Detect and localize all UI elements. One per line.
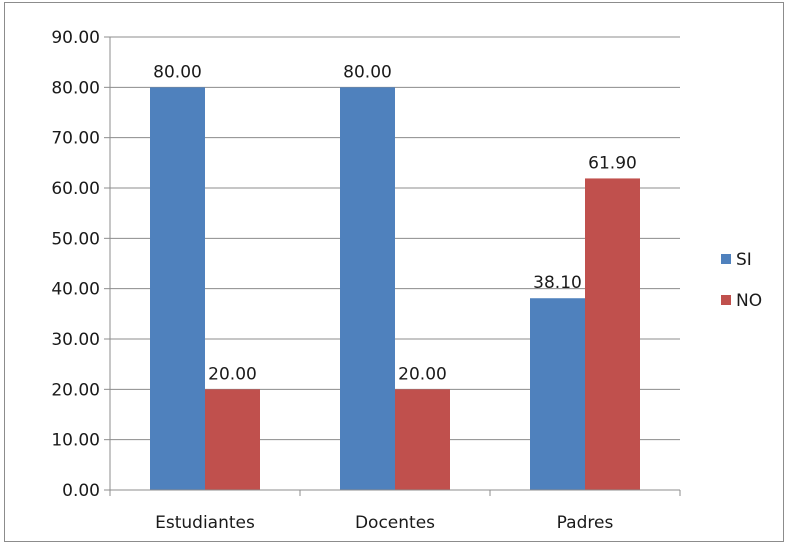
axes — [104, 36, 681, 496]
data-label: 80.00 — [343, 62, 392, 82]
y-tick-label: 50.00 — [51, 229, 100, 249]
y-tick-label: 80.00 — [51, 78, 100, 98]
labels: 0.00 10.00 20.00 30.00 40.00 50.00 60.00 70.00 8… — [51, 28, 637, 533]
data-label: 20.00 — [398, 364, 447, 384]
y-tick-label: 40.00 — [51, 280, 100, 300]
x-category-label: Padres — [557, 513, 614, 533]
y-tick-label: 30.00 — [51, 330, 100, 350]
legend-label: NO — [736, 291, 762, 311]
legend-label: SI — [736, 250, 752, 270]
bars — [150, 87, 640, 491]
legend-swatch — [721, 295, 731, 305]
legend-swatch — [721, 254, 731, 264]
y-tick-label: 10.00 — [51, 431, 100, 451]
bar — [150, 87, 205, 490]
data-label: 61.90 — [588, 153, 637, 173]
y-tick-label: 90.00 — [51, 28, 100, 48]
bar — [340, 87, 395, 490]
y-tick-label: 20.00 — [51, 380, 100, 400]
x-category-label: Docentes — [355, 513, 435, 533]
bar — [395, 389, 450, 490]
bar — [530, 298, 585, 490]
data-label: 80.00 — [153, 62, 202, 82]
data-label: 20.00 — [208, 364, 257, 384]
x-category-label: Estudiantes — [155, 513, 255, 533]
y-tick-label: 70.00 — [51, 129, 100, 149]
bar — [205, 389, 260, 490]
y-tick-label: 60.00 — [51, 179, 100, 199]
data-label: 38.10 — [533, 273, 582, 293]
y-tick-label: 0.00 — [62, 481, 100, 501]
bar — [585, 178, 640, 491]
legend: SI NO — [721, 250, 762, 311]
